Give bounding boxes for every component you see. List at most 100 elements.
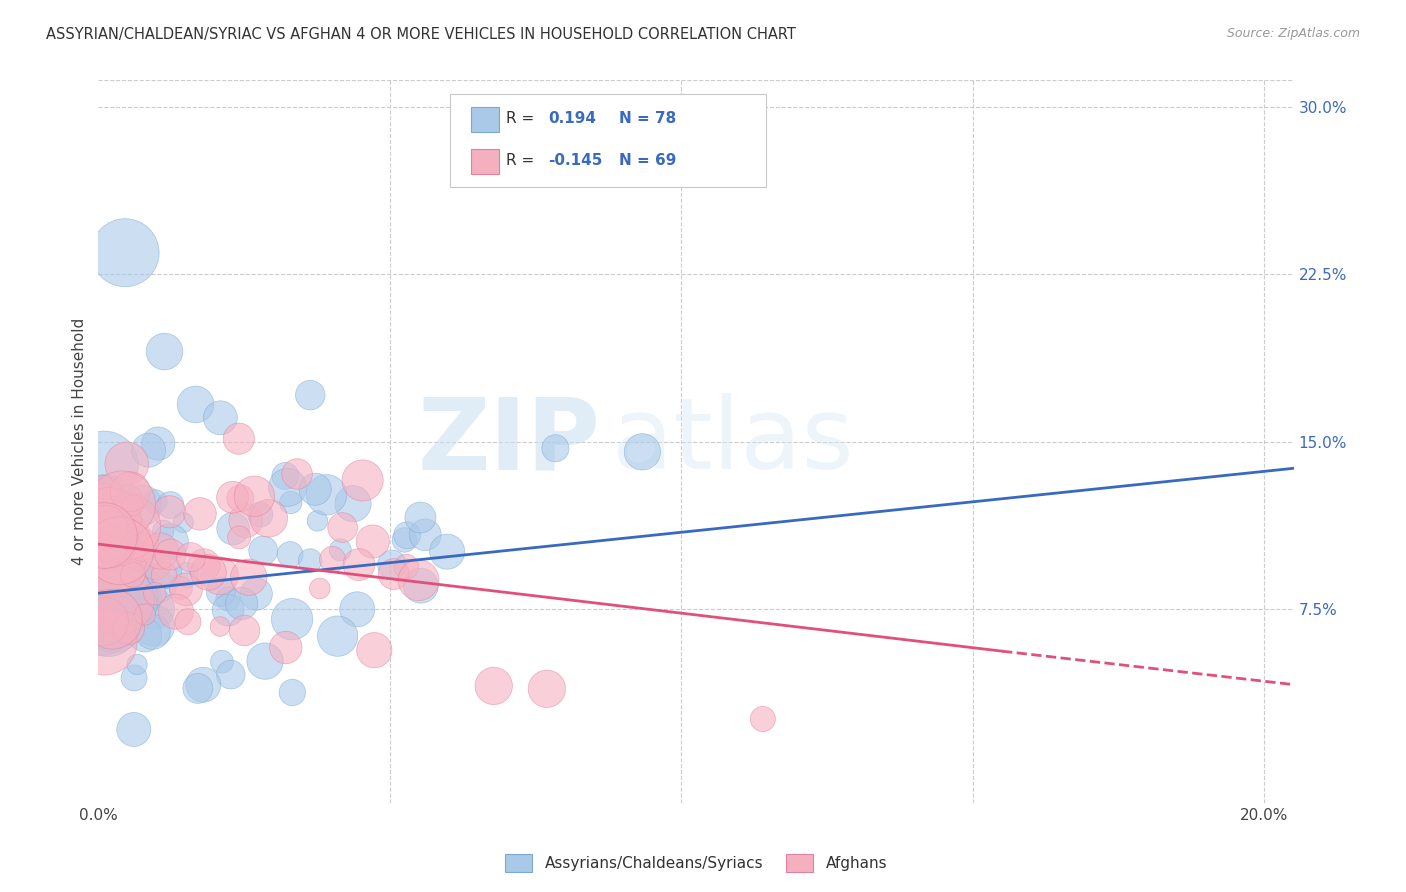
Point [281,685,304,699]
Point [363,643,385,657]
Point [208,568,231,582]
Point [249,508,271,522]
Y-axis label: 4 or more Vehicles in Household: 4 or more Vehicles in Household [72,318,87,566]
Point [117,519,139,533]
Point [134,607,156,622]
Point [93,526,115,541]
Point [352,474,374,488]
Point [413,528,436,542]
Point [117,513,139,527]
Point [93,500,115,515]
Point [193,558,215,572]
Point [396,528,419,542]
Point [281,612,304,626]
Point [117,622,139,636]
Point [94,520,117,534]
Point [235,514,257,528]
Point [153,344,176,359]
Point [174,582,197,597]
Point [143,587,166,601]
Point [93,504,115,518]
Point [108,593,131,607]
Point [184,397,207,411]
Point [228,432,250,446]
Text: R =: R = [506,153,540,168]
Point [180,550,202,565]
Point [221,490,243,504]
Point [211,655,233,669]
Point [110,534,132,549]
Point [93,458,115,472]
Point [193,678,215,692]
Point [138,443,160,458]
Point [125,565,148,579]
Point [142,618,165,632]
Point [142,624,165,639]
Point [101,613,124,627]
Point [299,388,322,402]
Point [408,573,430,587]
Point [252,543,274,558]
Text: atlas: atlas [613,393,853,490]
Point [159,498,181,512]
Point [122,671,145,685]
Point [136,591,159,605]
Point [93,485,115,500]
Point [243,489,266,503]
Point [544,442,567,456]
Text: N = 69: N = 69 [619,153,676,168]
Text: N = 78: N = 78 [619,111,676,126]
Point [93,528,115,542]
Point [115,542,138,557]
Point [176,568,198,582]
Point [307,514,329,528]
Point [285,467,308,481]
Point [117,544,139,558]
Point [536,681,558,696]
Point [222,522,245,536]
Point [145,558,167,572]
Point [274,640,297,655]
Point [229,491,252,506]
Point [97,555,120,569]
Point [100,541,122,555]
Point [159,534,181,549]
Point [153,567,176,582]
Legend: Assyrians/Chaldeans/Syriacs, Afghans: Assyrians/Chaldeans/Syriacs, Afghans [499,848,893,879]
Text: ASSYRIAN/CHALDEAN/SYRIAC VS AFGHAN 4 OR MORE VEHICLES IN HOUSEHOLD CORRELATION C: ASSYRIAN/CHALDEAN/SYRIAC VS AFGHAN 4 OR … [46,27,796,42]
Text: ZIP: ZIP [418,393,600,490]
Point [121,499,143,513]
Point [114,245,136,260]
Point [228,530,250,544]
Point [326,629,349,643]
Point [152,524,174,538]
Point [131,541,153,555]
Text: R =: R = [506,111,540,126]
Point [197,566,219,580]
Point [231,597,253,611]
Point [159,548,181,562]
Point [238,570,260,584]
Point [209,584,232,599]
Point [342,497,364,511]
Point [98,558,121,572]
Point [208,619,231,633]
Point [134,628,156,642]
Point [143,602,166,616]
Point [121,568,143,582]
Point [177,615,200,629]
Point [98,512,121,526]
Point [94,548,117,562]
Point [149,544,172,558]
Point [128,598,150,612]
Point [631,445,654,459]
Point [382,567,405,582]
Point [315,488,337,502]
Point [93,635,115,649]
Text: Source: ZipAtlas.com: Source: ZipAtlas.com [1226,27,1360,40]
Point [332,520,354,534]
Point [115,578,138,592]
Point [346,602,368,616]
Point [257,511,280,525]
Point [131,499,153,513]
